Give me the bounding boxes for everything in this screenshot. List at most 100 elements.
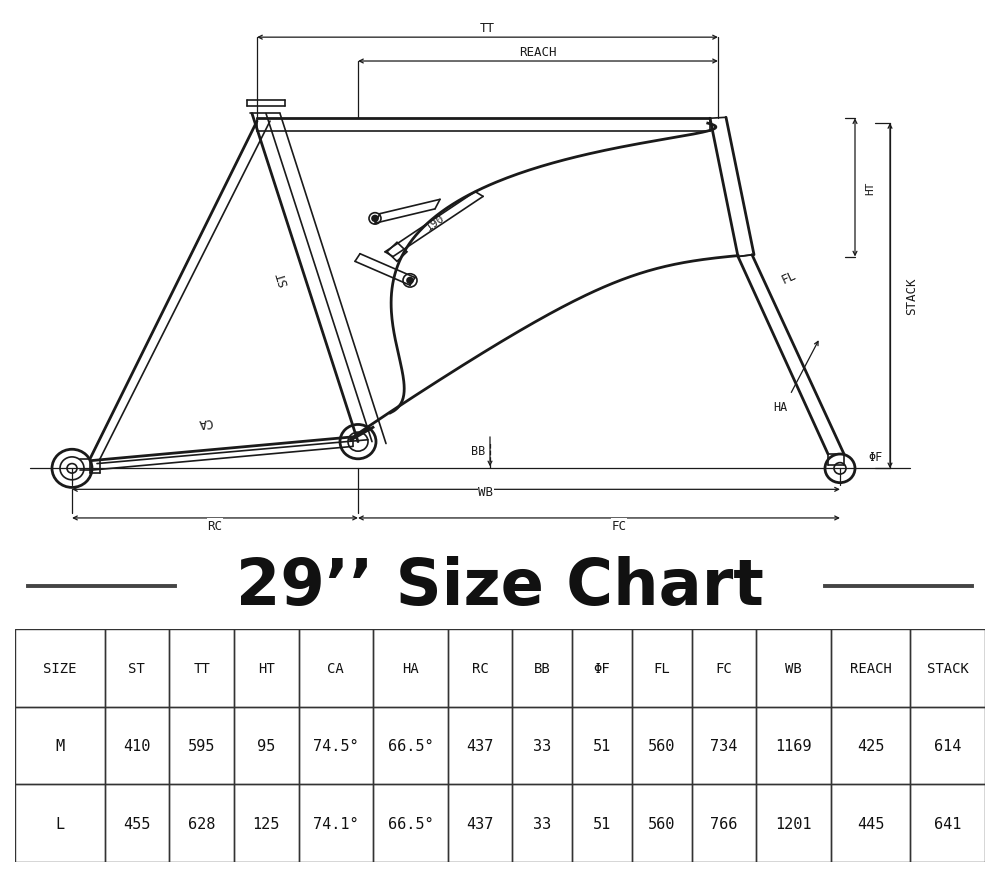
Text: 1201: 1201 [775,816,812,831]
Text: HA: HA [402,661,419,675]
Text: CA: CA [327,661,344,675]
Circle shape [372,216,378,222]
Bar [756,706,831,785]
Bar [105,629,169,706]
Text: 51: 51 [593,738,611,753]
Bar [169,706,234,785]
Text: ST: ST [128,661,145,675]
Bar [169,785,234,862]
Bar [632,706,692,785]
Text: HA: HA [773,401,787,413]
Text: SIZE: SIZE [43,661,77,675]
Text: STACK: STACK [906,277,918,315]
Text: 734: 734 [710,738,738,753]
Text: 445: 445 [857,816,884,831]
Text: 425: 425 [857,738,884,753]
Text: 33: 33 [533,816,551,831]
Text: 33: 33 [533,738,551,753]
Bar [448,629,512,706]
Text: 437: 437 [466,816,494,831]
Bar [572,706,632,785]
Text: 766: 766 [710,816,738,831]
Text: 29’’ Size Chart: 29’’ Size Chart [236,555,764,618]
Text: 125: 125 [253,816,280,831]
Text: RC: RC [472,661,488,675]
Text: REACH: REACH [519,46,557,59]
Bar [169,629,234,706]
Bar [105,785,169,862]
Text: WB: WB [785,661,802,675]
Bar [234,785,299,862]
Bar [15,629,105,706]
Bar [234,629,299,706]
Bar [572,629,632,706]
Bar [299,785,373,862]
Text: 455: 455 [123,816,151,831]
Bar [692,785,756,862]
Bar [448,706,512,785]
Bar [831,785,910,862]
Text: TT: TT [193,661,210,675]
Text: ΦF: ΦF [594,661,610,675]
Bar [910,629,985,706]
Text: BB: BB [471,444,485,457]
Circle shape [407,278,413,284]
Bar [512,785,572,862]
Text: 74.1°: 74.1° [313,816,359,831]
Text: 190: 190 [424,213,446,232]
Text: 51: 51 [593,816,611,831]
Text: RC: RC [208,520,222,533]
Text: L: L [55,816,64,831]
Bar [105,706,169,785]
Bar [756,629,831,706]
Bar [373,706,448,785]
Text: 614: 614 [934,738,961,753]
Bar [831,706,910,785]
Bar [572,785,632,862]
Bar [632,629,692,706]
Text: REACH: REACH [850,661,892,675]
Bar [910,706,985,785]
Text: M: M [55,738,64,753]
Text: 95: 95 [257,738,275,753]
Bar [692,706,756,785]
Text: 595: 595 [188,738,215,753]
Text: FL: FL [779,269,799,286]
Bar [373,629,448,706]
Text: HT: HT [865,182,875,195]
Text: 66.5°: 66.5° [388,816,433,831]
Text: 410: 410 [123,738,151,753]
Text: BB: BB [534,661,551,675]
Text: CA: CA [197,415,213,429]
Bar [512,706,572,785]
Text: FC: FC [715,661,732,675]
Bar [299,629,373,706]
Text: FL: FL [653,661,670,675]
Text: 641: 641 [934,816,961,831]
Text: 74.5°: 74.5° [313,738,359,753]
Text: WB: WB [479,485,494,498]
Text: STACK: STACK [927,661,969,675]
Bar [373,785,448,862]
Bar [910,785,985,862]
Bar [234,706,299,785]
Text: HT: HT [258,661,275,675]
Text: ST: ST [275,269,291,288]
Bar [299,706,373,785]
Text: 437: 437 [466,738,494,753]
Text: FC: FC [612,520,626,533]
Bar [756,785,831,862]
Bar [448,785,512,862]
Bar [15,785,105,862]
Text: 560: 560 [648,816,675,831]
Text: 628: 628 [188,816,215,831]
Bar [831,629,910,706]
Text: TT: TT [480,22,495,35]
Bar [692,629,756,706]
Bar [15,706,105,785]
Text: 1169: 1169 [775,738,812,753]
Bar [632,785,692,862]
Text: ΦF: ΦF [868,451,882,464]
Bar [512,629,572,706]
Text: 66.5°: 66.5° [388,738,433,753]
